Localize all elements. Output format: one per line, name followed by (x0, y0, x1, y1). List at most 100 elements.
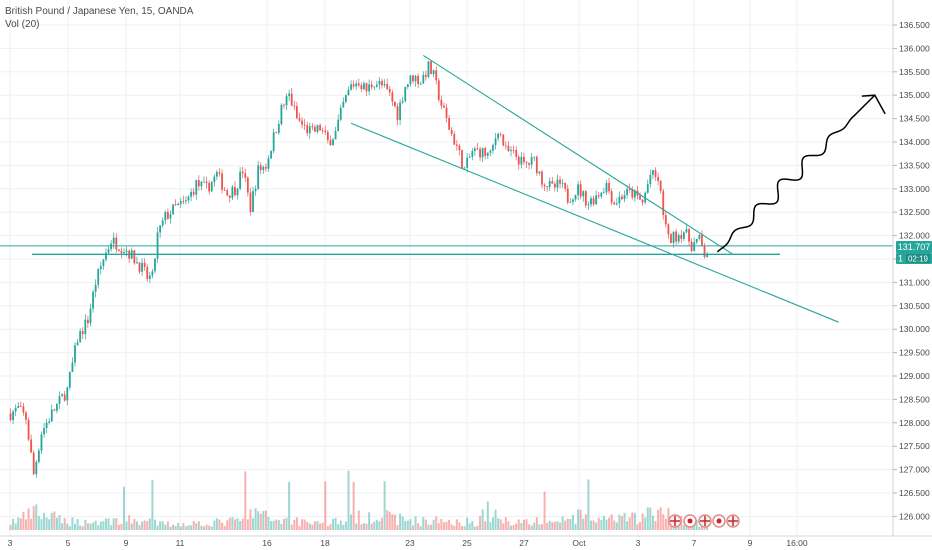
price-tick-label[interactable]: 129.500 (899, 348, 930, 358)
volume-bar (662, 514, 665, 530)
volume-bar (466, 517, 469, 530)
time-tick-label[interactable]: 27 (519, 538, 529, 548)
time-tick-label[interactable]: 16 (262, 538, 272, 548)
volume-bar (592, 520, 595, 530)
time-tick-label[interactable]: 3 (8, 538, 13, 548)
volume-bar (553, 521, 556, 530)
candle-body (466, 157, 469, 168)
symbol-title[interactable]: British Pound / Japanese Yen, 15, OANDA (5, 6, 194, 17)
price-tick-label[interactable]: 128.500 (899, 394, 930, 404)
candle-body (347, 89, 350, 96)
candle-body (515, 150, 518, 157)
candle-body (208, 183, 211, 192)
time-tick-label[interactable]: 18 (320, 538, 330, 548)
candle-body (161, 220, 164, 226)
time-tick-label[interactable]: 7 (692, 538, 697, 548)
event-markers[interactable] (668, 514, 740, 528)
trendline[interactable] (350, 122, 839, 323)
price-tick-label[interactable]: 135.500 (899, 67, 930, 77)
volume-bar (159, 521, 162, 530)
volume-bar (128, 515, 131, 530)
volume-bar (182, 522, 185, 530)
volume-indicator-label[interactable]: Vol (20) (5, 19, 40, 30)
forecast-wave-line[interactable] (716, 94, 876, 253)
countdown-timer: 02:19 (908, 255, 929, 264)
candle-body (574, 194, 577, 200)
price-tick-label[interactable]: 133.500 (899, 160, 930, 170)
price-tick-label[interactable]: 127.000 (899, 465, 930, 475)
price-axis-labels[interactable]: 126.000 126.500 127.000 127.500 128.000 128.5… (893, 20, 930, 521)
time-tick-label[interactable]: 3 (636, 538, 641, 548)
price-tick-label[interactable]: 126.000 (899, 511, 930, 521)
candle-body (321, 130, 324, 132)
volume-bar (350, 514, 353, 530)
time-tick-label[interactable]: 25 (462, 538, 472, 548)
candle-body (329, 140, 332, 146)
price-tick-label[interactable]: 134.000 (899, 137, 930, 147)
volume-bar (257, 511, 260, 530)
price-tick-label[interactable]: 126.500 (899, 488, 930, 498)
time-tick-label[interactable]: 9 (124, 538, 129, 548)
volume-bar (406, 520, 409, 530)
time-tick-label[interactable]: 5 (66, 538, 71, 548)
candle-body (535, 156, 538, 174)
price-tick-label[interactable]: 132.000 (899, 231, 930, 241)
price-tick-label[interactable]: 128.000 (899, 418, 930, 428)
horizontal-levels[interactable] (0, 245, 893, 256)
trendlines[interactable] (350, 54, 839, 323)
candle-body (205, 181, 208, 184)
price-tick-label[interactable]: 131.000 (899, 277, 930, 287)
candle-body (582, 191, 585, 197)
price-tick-label[interactable]: 130.500 (899, 301, 930, 311)
trendline[interactable] (423, 54, 734, 255)
forecast-arrow[interactable] (716, 94, 886, 253)
volume-bar (313, 521, 316, 530)
candle-body (419, 83, 422, 85)
flag-gb-icon[interactable] (668, 514, 682, 528)
price-tick-label[interactable]: 129.000 (899, 371, 930, 381)
time-tick-label[interactable]: 9 (748, 538, 753, 548)
volume-bar (179, 526, 182, 530)
time-axis-labels[interactable]: 3 5 9 11 16 18 23 25 27 Oct 3 7 9 16:00 (8, 538, 808, 548)
price-tick-label[interactable]: 134.500 (899, 114, 930, 124)
volume-bar (151, 479, 154, 530)
volume-bar (502, 523, 505, 530)
flag-jp-icon[interactable] (683, 514, 697, 528)
candle-body (391, 92, 394, 102)
flag-gb-icon[interactable] (726, 514, 740, 528)
time-tick-label[interactable]: Oct (572, 538, 586, 548)
volume-bar (55, 517, 58, 530)
volume-bar (682, 524, 685, 530)
volume-bar (440, 518, 443, 530)
last-price-tag (896, 241, 932, 253)
candle-body (37, 450, 40, 463)
time-tick-label[interactable]: 16:00 (786, 538, 808, 548)
volume-bar (535, 517, 538, 530)
price-tick-label[interactable]: 136.000 (899, 43, 930, 53)
candle-body (285, 96, 288, 106)
candle-body (290, 93, 293, 106)
forecast-arrow-head[interactable] (861, 94, 886, 115)
volume-bar (172, 524, 175, 530)
time-tick-label[interactable]: 11 (176, 538, 185, 548)
flag-gb-icon[interactable] (698, 514, 712, 528)
price-tick-label[interactable]: 136.500 (899, 20, 930, 30)
price-tick-label[interactable]: 135.000 (899, 90, 930, 100)
volume-bar (435, 516, 438, 530)
candle-body (342, 101, 345, 108)
price-tick-label[interactable]: 130.000 (899, 324, 930, 334)
price-tick-label[interactable]: 132.500 (899, 207, 930, 217)
price-tick-label[interactable]: 127.500 (899, 441, 930, 451)
volume-bar (203, 526, 205, 530)
flag-jp-icon[interactable] (712, 514, 726, 528)
volume-bar (241, 518, 244, 530)
candle-body (631, 189, 634, 198)
volume-bar (628, 517, 631, 530)
time-tick-label[interactable]: 23 (405, 538, 415, 548)
candle-body (664, 215, 667, 225)
price-tick-label[interactable]: 133.000 (899, 184, 930, 194)
candle-body (81, 331, 84, 335)
candle-body (448, 117, 450, 130)
volume-bar (262, 511, 265, 530)
